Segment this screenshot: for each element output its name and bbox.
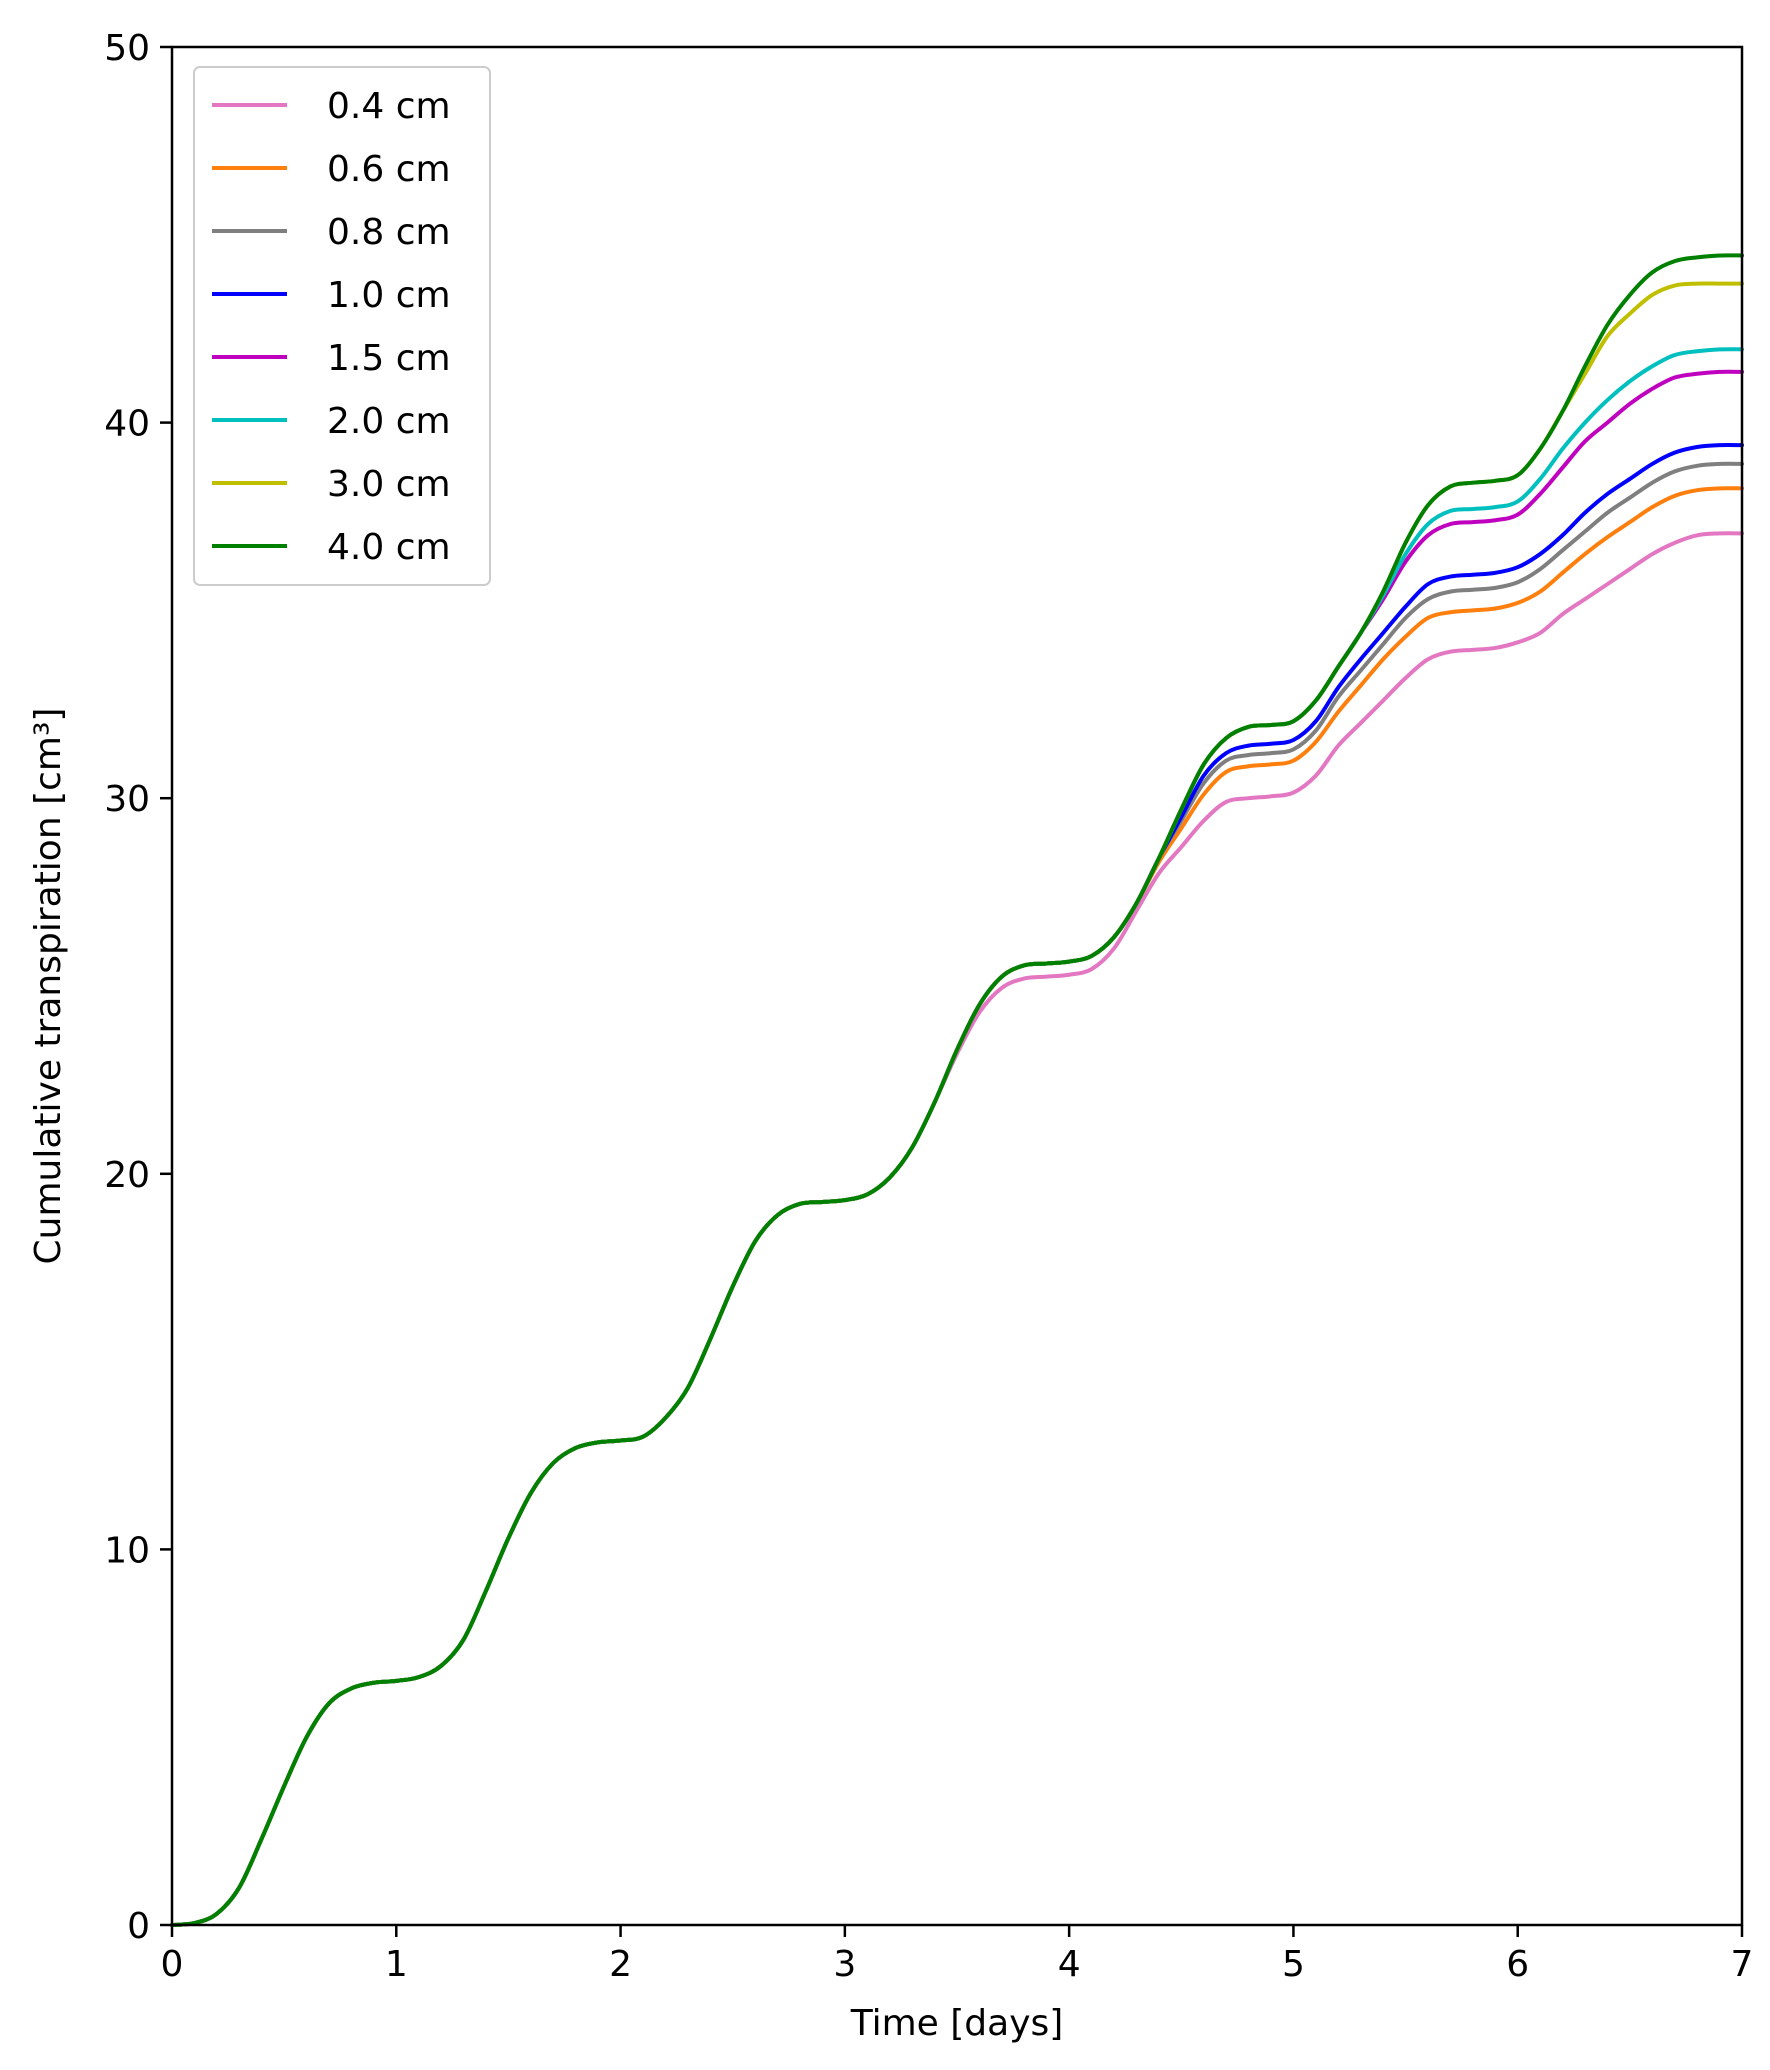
y-tick-label: 20: [104, 1155, 150, 1196]
legend: 0.4 cm 0.6 cm 0.8 cm 1.0 cm 1.5 cm 2.0 cm 3.0 …: [193, 66, 491, 586]
x-tick-label: 2: [609, 1944, 632, 1985]
plot-frame: [170, 45, 1744, 1927]
series-line-4-0-cm: [170, 253, 1744, 1927]
x-axis-label: Time [days]: [850, 2003, 1064, 2044]
x-tick-label: 0: [161, 1944, 184, 1985]
x-tick-label: 1: [385, 1944, 408, 1985]
legend-label-1-0-cm: 1.0 cm: [327, 275, 451, 316]
x-tick-label: 5: [1282, 1944, 1305, 1985]
legend-label-1-5-cm: 1.5 cm: [327, 338, 451, 379]
y-tick-label: 10: [104, 1530, 150, 1571]
y-tick-label: 50: [104, 28, 150, 69]
x-tick-label: 6: [1506, 1944, 1529, 1985]
y-tick-label: 30: [104, 779, 150, 820]
x-tick-label: 7: [1731, 1944, 1754, 1985]
legend-label-0-6-cm: 0.6 cm: [327, 149, 451, 190]
y-tick-label: 0: [127, 1906, 150, 1947]
ticks-layer: 0 1 2 3 4 5 6 7 0 10 20 30 40 50: [104, 28, 1753, 1985]
legend-label-2-0-cm: 2.0 cm: [327, 401, 451, 442]
legend-label-0-4-cm: 0.4 cm: [327, 86, 451, 127]
legend-label-0-8-cm: 0.8 cm: [327, 212, 451, 253]
legend-label-3-0-cm: 3.0 cm: [327, 464, 451, 505]
legend-box: [193, 66, 491, 586]
series-layer: [170, 253, 1744, 1927]
y-tick-label: 40: [104, 404, 150, 445]
legend-label-4-0-cm: 4.0 cm: [327, 527, 451, 568]
y-axis-label: Cumulative transpiration [cm³]: [28, 708, 69, 1265]
x-tick-label: 4: [1058, 1944, 1081, 1985]
x-tick-label: 3: [833, 1944, 856, 1985]
